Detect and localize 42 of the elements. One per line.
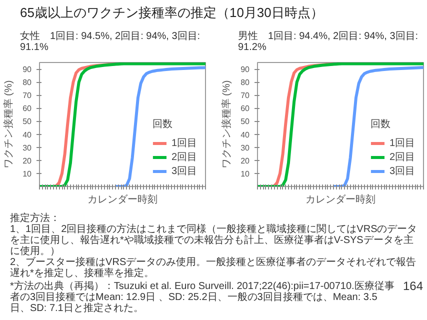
y-tick-label: 30 [22,143,32,152]
y-tick-label: 20 [22,156,32,166]
y-tick-label: 60 [22,104,32,114]
x-axis-title: カレンダー時刻 [306,194,376,206]
legend-label: 1回目 [389,137,415,150]
y-axis-title: ワクチン接種率 (%) [2,80,15,169]
y-tick-label: 50 [240,117,250,126]
legend-label: 3回目 [171,165,197,178]
y-tick-label: 80 [240,78,250,88]
text: 164 [402,279,423,293]
legend-title: 回数 [370,118,392,131]
y-axis-title: ワクチン接種率 (%) [220,80,233,169]
text: 1、1回目、2回目接種の方法はこれまで同様（一般接種と職域接種に関してはVRSのデータを主に使用し、報告遅れ*や職域接種での未報告分も計上、医療従事者はV-SYSデータを主に使用。） [10,224,418,257]
legend-label: 1回目 [171,137,197,150]
y-tick-label: 40 [240,130,250,140]
legend-label: 2回目 [171,151,197,164]
y-tick-label: 40 [22,130,32,140]
x-axis-title: カレンダー時刻 [88,194,158,206]
legend-label: 3回目 [389,165,415,178]
text: 推定方法： [10,213,61,224]
y-tick-label: 70 [240,91,250,100]
y-tick-label: 80 [22,78,32,88]
line-series [40,62,206,186]
chart-title: 女性 1回目: 94.5%, 2回目: 94%, 3回目: 91.1% [20,31,202,53]
y-tick-label: 10 [240,169,250,178]
line-series [332,66,424,186]
y-tick-label: 60 [240,104,250,114]
line-series [114,66,206,186]
legend-title: 回数 [152,118,174,131]
y-tick-label: 90 [240,65,250,74]
y-tick-label: 30 [240,143,250,152]
y-tick-label: 10 [22,169,32,178]
text: 2、ブースター接種はVRSデータのみ使用。一般接種と医療従事者のデータそれぞれで報告遅れ*を推定し、接種率を推定。 [10,257,418,279]
legend-label: 2回目 [389,151,415,164]
chart-title: 男性 1回目: 94.4%, 2回目: 94%, 3回目: 91.2% [238,31,420,53]
y-tick-label: 20 [240,156,250,166]
line-series [258,62,424,186]
text: 65歳以上のワクチン接種率の推定（10月30日時点） [20,5,324,21]
y-tick-label: 50 [22,117,32,126]
y-tick-label: 70 [22,91,32,100]
text: *方法の出典（再掲）：Tsuzuki et al. Euro Surveill. 2017;22(46):pii=17-00710.医療従事者の3回目接種ではMean: 12.9日 、SD: 25.2日、一般の3回目接種では、Mean: 3.5日、SD: 7.1日と推定された。 [10,281,394,314]
y-tick-label: 90 [22,65,32,74]
